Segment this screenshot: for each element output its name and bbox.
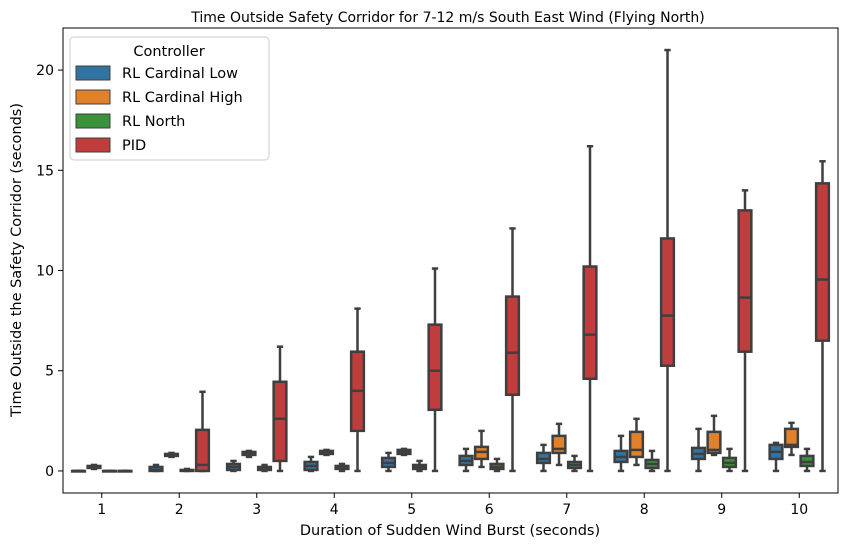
box <box>179 467 195 473</box>
legend-swatch <box>75 137 111 153</box>
box <box>582 145 598 473</box>
y-axis-label: Time Outside the Safety Corridor (second… <box>9 103 25 418</box>
legend-entry: RL Cardinal High <box>122 90 243 106</box>
legend-swatch <box>75 65 111 81</box>
box <box>194 390 211 473</box>
legend-entry: RL Cardinal Low <box>122 66 238 82</box>
box <box>318 448 335 457</box>
box-iqr <box>194 428 211 473</box>
box <box>706 414 722 457</box>
y-tick-label: 10 <box>36 264 54 280</box>
box <box>148 463 164 473</box>
plot-frame <box>62 27 839 494</box>
box <box>101 469 118 473</box>
box <box>411 459 428 473</box>
x-tick-label: 10 <box>790 502 808 518</box>
box <box>721 447 738 473</box>
box <box>783 421 800 457</box>
y-tick-label: 15 <box>36 163 54 179</box>
y-tick-label: 0 <box>45 464 54 480</box>
x-tick-label: 3 <box>252 502 261 518</box>
box <box>551 422 567 467</box>
box <box>256 463 273 473</box>
box <box>473 429 490 469</box>
box-iqr <box>582 265 598 381</box>
box <box>241 449 257 459</box>
x-tick-label: 5 <box>407 502 416 518</box>
box-iqr <box>272 380 288 463</box>
series-pid <box>117 48 831 473</box>
box <box>334 462 350 473</box>
x-tick-label: 1 <box>97 502 106 518</box>
box-iqr <box>551 434 567 455</box>
box <box>163 451 180 459</box>
box <box>458 447 474 473</box>
box-iqr <box>504 295 521 397</box>
series-rl-cardinal-low <box>70 427 784 473</box>
y-tick-label: 5 <box>45 364 54 380</box>
box <box>659 48 676 473</box>
box <box>644 449 660 473</box>
plot-area <box>70 48 831 473</box>
y-tick-label: 20 <box>36 63 54 79</box>
x-tick-label: 2 <box>175 502 184 518</box>
box <box>272 345 288 473</box>
box <box>613 434 629 473</box>
box <box>427 267 443 473</box>
box-iqr <box>659 237 676 367</box>
box <box>86 463 102 471</box>
legend: Controller RL Cardinal Low RL Cardinal Hig… <box>69 36 270 161</box>
box <box>737 189 753 473</box>
x-tick-label: 7 <box>562 502 571 518</box>
box <box>396 447 412 457</box>
box <box>814 160 831 473</box>
x-axis-label: Duration of Sudden Wind Burst (seconds) <box>300 523 600 539</box>
box <box>380 451 397 473</box>
box <box>504 227 521 473</box>
legend-entry: RL North <box>122 114 185 130</box>
box <box>690 427 707 473</box>
box-iqr <box>706 430 722 455</box>
box <box>303 455 319 473</box>
x-axis: 1 2 3 4 5 6 7 8 9 10 <box>97 493 808 518</box>
legend-swatch <box>75 89 111 105</box>
box-iqr <box>427 323 443 412</box>
box-iqr <box>814 182 831 342</box>
box <box>799 447 815 473</box>
x-tick-label: 4 <box>330 502 339 518</box>
x-tick-label: 8 <box>640 502 649 518</box>
legend-entry: PID <box>122 138 146 154</box>
box <box>628 417 645 467</box>
box <box>70 469 87 473</box>
box <box>117 469 133 473</box>
box <box>225 459 242 473</box>
box <box>489 457 505 473</box>
box-iqr <box>783 427 800 449</box>
legend-title: Controller <box>133 44 204 60</box>
legend-frame <box>69 36 270 161</box>
x-tick-label: 9 <box>717 502 726 518</box>
box <box>768 441 784 473</box>
series-rl-cardinal-high <box>86 414 800 471</box>
legend-swatch <box>75 113 111 129</box>
x-tick-label: 6 <box>485 502 494 518</box>
series-rl-north <box>101 447 815 473</box>
box-iqr <box>628 430 645 459</box>
chart-title: Time Outside Safety Corridor for 7-12 m/… <box>190 10 704 26</box>
box <box>535 443 552 473</box>
box-iqr <box>737 209 753 353</box>
box <box>566 454 583 473</box>
box <box>349 307 366 473</box>
y-axis: 0 5 10 15 20 <box>36 63 63 480</box>
